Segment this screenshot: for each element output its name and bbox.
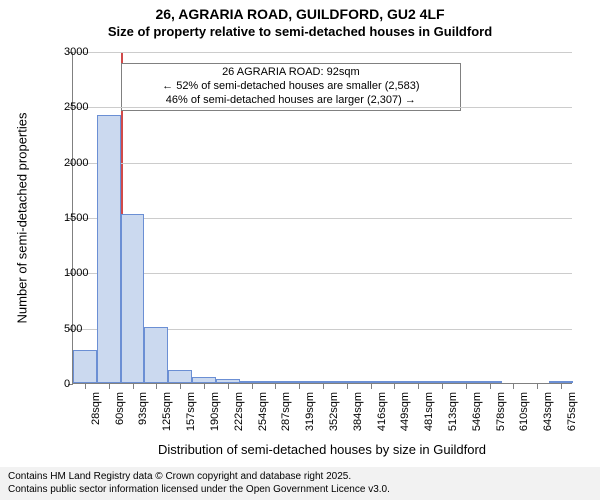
x-tick [323,384,324,389]
bar [454,381,478,383]
bar [240,381,264,383]
x-tick [252,384,253,389]
bar [168,370,192,383]
y-axis-label: Number of semi-detached properties [15,113,30,324]
x-tick-label: 610sqm [518,392,530,431]
plot-area: 26 AGRARIA ROAD: 92sqm← 52% of semi-deta… [72,52,572,384]
x-tick-label: 352sqm [328,392,340,431]
x-tick-label: 481sqm [423,392,435,431]
footer-line: Contains HM Land Registry data © Crown c… [8,471,592,484]
x-tick-label: 254sqm [257,392,269,431]
x-tick-label: 643sqm [542,392,554,431]
x-tick-label: 157sqm [185,392,197,431]
x-tick-label: 675sqm [566,392,578,431]
x-tick [299,384,300,389]
x-tick [490,384,491,389]
x-tick-label: 416sqm [376,392,388,431]
x-tick-label: 125sqm [161,392,173,431]
gridline [73,163,572,164]
x-tick [418,384,419,389]
bar [73,350,97,383]
bar [287,381,311,383]
x-tick [537,384,538,389]
bar [359,381,383,383]
gridline [73,107,572,108]
annotation-line: ← 52% of semi-detached houses are smalle… [126,80,456,94]
bar [216,379,240,383]
chart: Number of semi-detached properties 26 AG… [0,0,600,500]
bar [192,377,216,383]
bar [430,381,454,383]
x-tick [85,384,86,389]
bar [335,381,359,383]
bar [311,381,335,383]
x-tick [394,384,395,389]
x-tick [204,384,205,389]
x-tick-label: 60sqm [114,392,126,425]
x-tick [228,384,229,389]
x-tick [109,384,110,389]
x-tick-label: 319sqm [304,392,316,431]
bar [97,115,121,383]
bar [549,381,573,383]
x-tick-label: 190sqm [209,392,221,431]
bar [121,214,145,383]
footer-line: Contains public sector information licen… [8,484,592,497]
x-tick-label: 546sqm [471,392,483,431]
x-tick [180,384,181,389]
x-tick [347,384,348,389]
gridline [73,52,572,53]
x-axis-label: Distribution of semi-detached houses by … [158,442,486,457]
x-tick [275,384,276,389]
x-tick [371,384,372,389]
x-tick-label: 287sqm [280,392,292,431]
x-tick-label: 93sqm [137,392,149,425]
x-tick [513,384,514,389]
x-tick [466,384,467,389]
x-tick [442,384,443,389]
bar [383,381,407,383]
annotation-box: 26 AGRARIA ROAD: 92sqm← 52% of semi-deta… [121,63,461,111]
x-tick-label: 28sqm [90,392,102,425]
gridline [73,273,572,274]
x-tick-label: 449sqm [399,392,411,431]
annotation-line: 46% of semi-detached houses are larger (… [126,94,456,108]
bar [478,381,502,383]
bar [406,381,430,383]
x-tick-label: 384sqm [352,392,364,431]
x-tick-label: 578sqm [495,392,507,431]
gridline [73,218,572,219]
x-tick-label: 222sqm [233,392,245,431]
bar [263,381,287,383]
bar [144,327,168,383]
x-tick [561,384,562,389]
x-tick [156,384,157,389]
annotation-line: 26 AGRARIA ROAD: 92sqm [126,66,456,80]
x-tick-label: 513sqm [447,392,459,431]
footer: Contains HM Land Registry data © Crown c… [0,467,600,500]
x-tick [133,384,134,389]
